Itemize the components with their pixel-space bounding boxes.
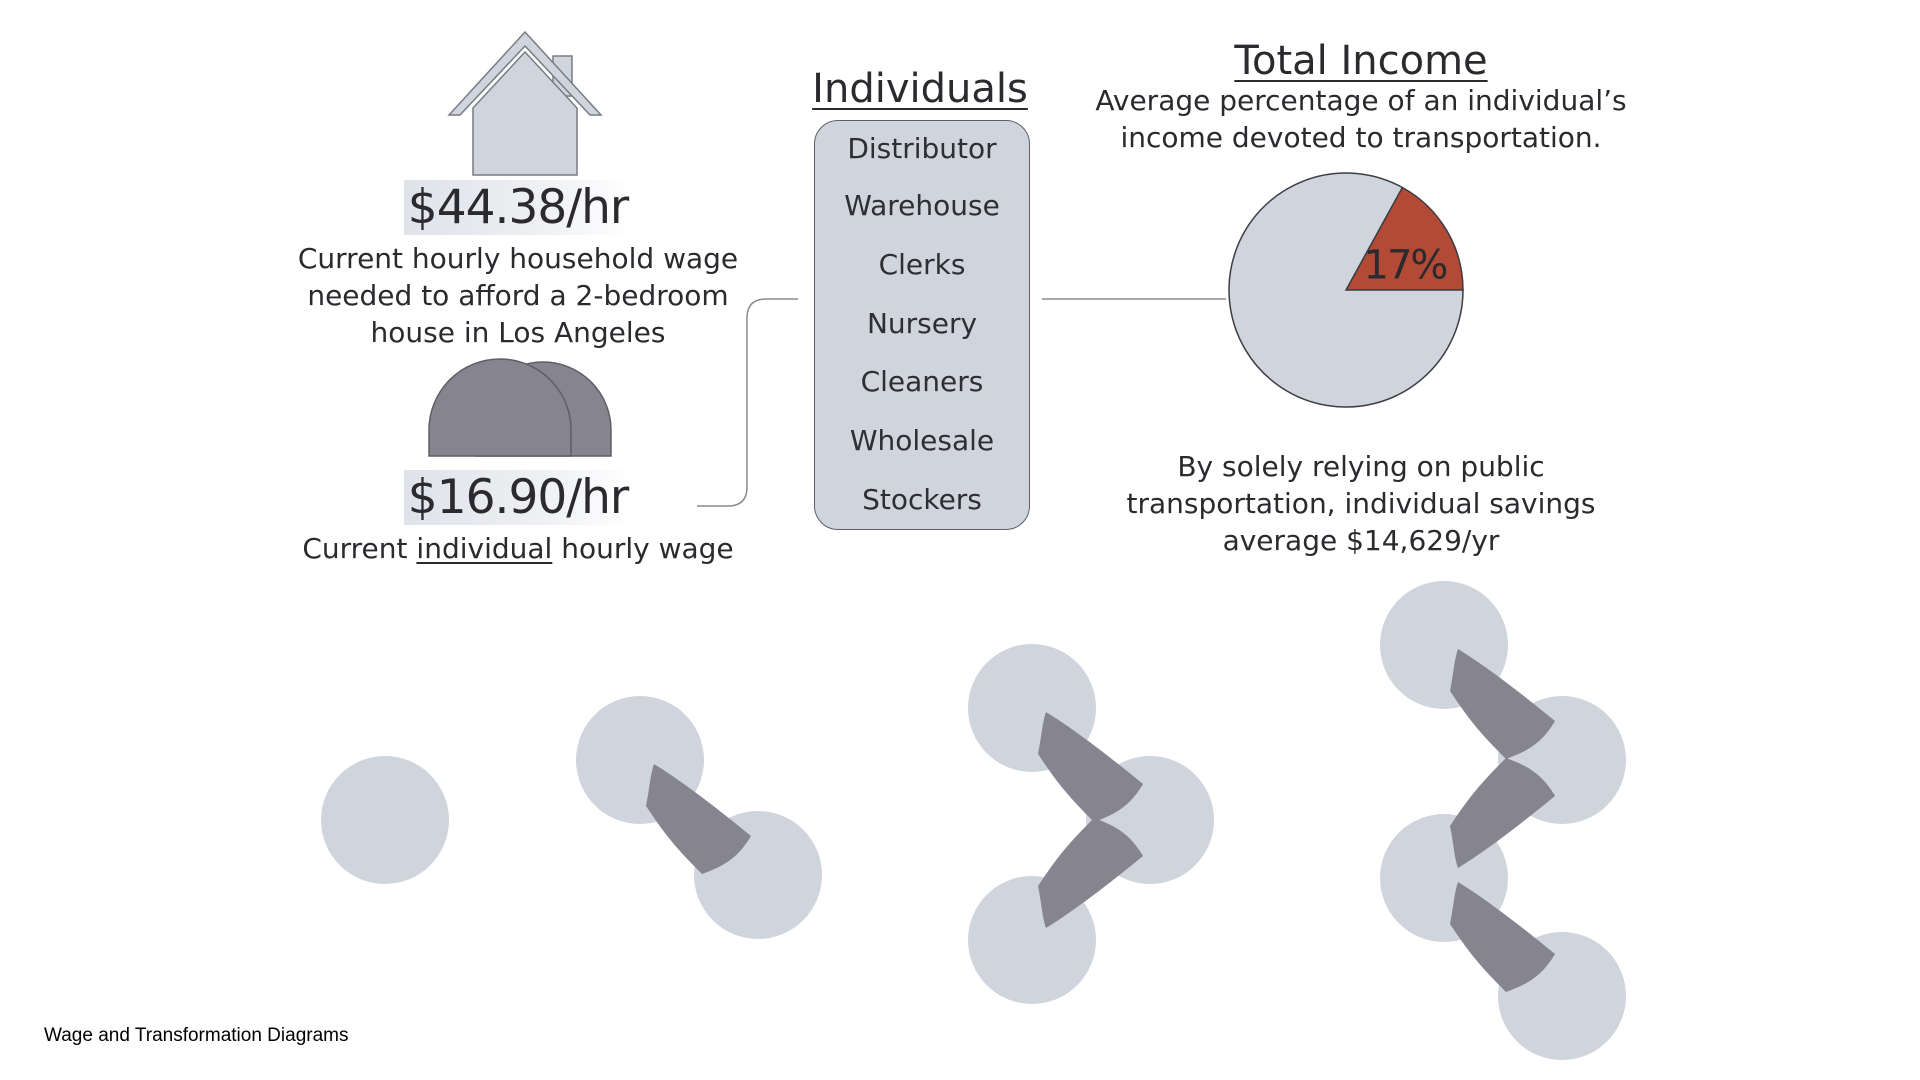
savings-line: average $14,629/yr xyxy=(1222,524,1500,557)
individual-caption-underlined: individual xyxy=(416,532,553,565)
household-wage-caption: Current hourly household wage needed to … xyxy=(268,240,768,351)
savings-line: By solely relying on public xyxy=(1177,450,1545,483)
household-caption-line: needed to afford a 2-bedroom xyxy=(307,279,729,312)
subtitle-line: Average percentage of an individual’s xyxy=(1095,84,1627,117)
savings-line: transportation, individual savings xyxy=(1126,487,1596,520)
individuals-list: Distributor Warehouse Clerks Nursery Cle… xyxy=(814,120,1030,530)
household-wage-value: $44.38/hr xyxy=(403,180,633,235)
list-item: Cleaners xyxy=(860,365,984,398)
people-silhouette-icon xyxy=(428,358,612,457)
pie-slice-label: 17% xyxy=(1364,242,1447,288)
list-item: Wholesale xyxy=(849,424,995,457)
left-connector xyxy=(697,298,798,507)
list-item: Warehouse xyxy=(844,189,1000,222)
individual-wage-caption: Current individual hourly wage xyxy=(268,530,768,567)
total-income-title: Total Income xyxy=(1234,38,1488,84)
individual-caption-prefix: Current xyxy=(302,532,417,565)
transformation-stage-2 xyxy=(576,696,822,939)
pie-slice-highlight xyxy=(1344,186,1464,291)
pie-slice-remainder xyxy=(1228,172,1464,408)
savings-text: By solely relying on public transportati… xyxy=(1091,448,1631,559)
individual-wage: $16.90/hr xyxy=(268,470,768,525)
household-caption-line: Current hourly household wage xyxy=(297,242,739,275)
pie-chart: 17% xyxy=(1228,172,1464,408)
individual-caption-suffix: hourly wage xyxy=(552,532,734,565)
household-wage: $44.38/hr xyxy=(268,180,768,235)
transformation-stage-1 xyxy=(321,756,449,884)
house-icon xyxy=(447,30,603,176)
total-income-subtitle: Average percentage of an individual’s in… xyxy=(1071,82,1651,156)
transformation-diagrams xyxy=(321,581,1626,1060)
individual-wage-value: $16.90/hr xyxy=(403,470,633,525)
list-item: Stockers xyxy=(862,483,982,516)
list-item: Clerks xyxy=(878,248,966,281)
transformation-stage-4 xyxy=(1380,581,1626,1060)
transformation-stage-3 xyxy=(968,644,1214,1004)
list-item: Nursery xyxy=(866,307,978,340)
list-item: Distributor xyxy=(847,132,997,165)
individuals-title: Individuals xyxy=(812,66,1028,112)
subtitle-line: income devoted to transportation. xyxy=(1120,121,1602,154)
household-caption-line: house in Los Angeles xyxy=(370,316,666,349)
footer-caption: Wage and Transformation Diagrams xyxy=(44,1025,349,1046)
